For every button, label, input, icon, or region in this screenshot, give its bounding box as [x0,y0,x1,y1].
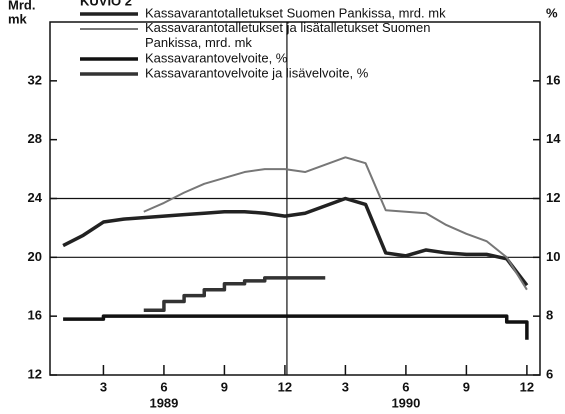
y-tick-label: 12 [28,366,42,381]
y2-tick-label: 14 [546,131,561,146]
x-tick-label: 6 [402,379,409,394]
year-label: 1989 [149,395,178,410]
chart-title: KUVIO 2 [80,0,132,8]
x-tick-label: 3 [100,379,107,394]
series-line [62,196,529,287]
x-tick-label: 9 [221,379,228,394]
legend-label: Kassavarantotalletukset ja lisätalletuks… [145,20,430,50]
y2-tick-label: 12 [546,190,560,205]
y2-tick-label: 10 [546,249,560,264]
y2-tick-label: 8 [546,308,553,323]
x-tick-label: 9 [463,379,470,394]
x-tick-label: 12 [520,379,534,394]
x-tick-label: 6 [160,379,167,394]
y-axis-label: Mrd. [8,0,35,12]
y-tick-label: 16 [28,308,42,323]
series-line [143,156,528,291]
y-tick-label: 20 [28,249,42,264]
y-tick-label: 28 [28,131,42,146]
y2-tick-label: 16 [546,72,560,87]
y-tick-label: 24 [28,190,43,205]
legend-label: Kassavarantovelvoite ja lisävelvoite, % [145,65,369,80]
year-label: 1990 [391,395,420,410]
series-line [143,276,326,313]
x-tick-label: 12 [278,379,292,394]
y-axis-label: mk [8,11,28,26]
x-tick-label: 3 [342,379,349,394]
legend-label: Kassavarantotalletukset Suomen Pankissa,… [145,5,446,20]
y-tick-label: 32 [28,72,42,87]
series-line [63,314,529,340]
y2-tick-label: 6 [546,366,553,381]
legend-label: Kassavarantovelvoite, % [145,50,288,65]
y2-axis-label: % [546,5,558,20]
